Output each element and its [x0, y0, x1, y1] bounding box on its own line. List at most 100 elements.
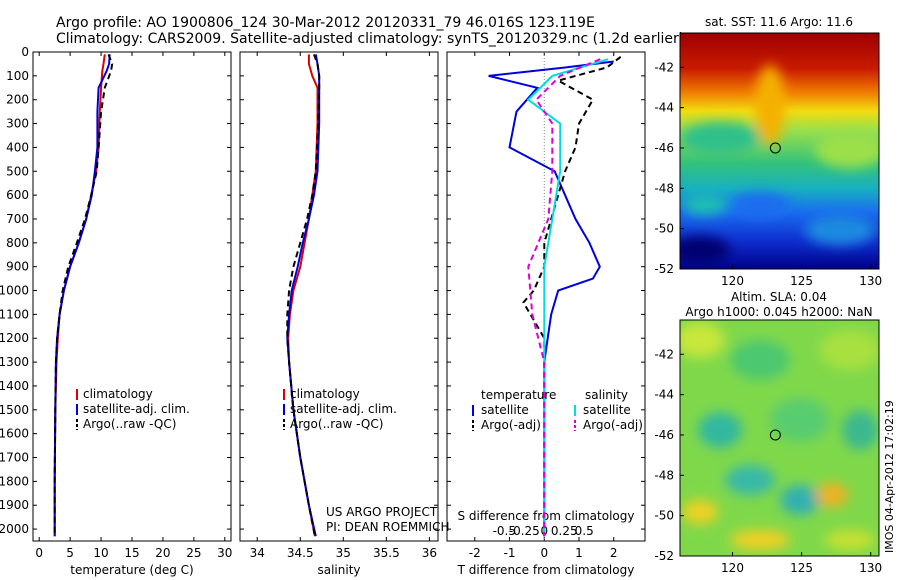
- legend-label: Argo(-adj): [481, 418, 541, 432]
- sst-map-title: sat. SST: 11.6 Argo: 11.6: [705, 15, 853, 29]
- secondary-axis-label: S difference from climatology: [458, 509, 635, 523]
- map-x-tick-label: 130: [859, 274, 882, 288]
- x-axis-label: temperature (deg C): [70, 563, 193, 577]
- map-y-tick-label: -48: [654, 181, 674, 195]
- plot-frame: [446, 51, 646, 542]
- x-axis-label: salinity: [317, 563, 360, 577]
- sst-argo-location-marker: [769, 142, 781, 154]
- legend-label: Argo(..raw -QC): [83, 417, 176, 431]
- map-y-tick-label: -42: [654, 60, 674, 74]
- figure-title-line2: Climatology: CARS2009. Satellite-adjuste…: [56, 31, 684, 47]
- x-tick-label: 30: [217, 546, 232, 560]
- map-x-tick-label: 120: [721, 561, 744, 575]
- legend-label: climatology: [83, 387, 153, 401]
- figure-title-line1: Argo profile: AO 1900806_124 30-Mar-2012…: [56, 15, 595, 31]
- x-tick-label: 0: [540, 546, 548, 560]
- legend-label: satellite-adj. clim.: [290, 402, 397, 416]
- legend-label: Argo(-adj): [583, 418, 643, 432]
- map-y-tick-label: -52: [654, 549, 674, 563]
- legend-title-temperature: temperature: [481, 388, 556, 402]
- y-tick-label: 1700: [0, 451, 29, 465]
- difference-panel: -2 -1 0 1 2 T difference from climatology -0.5…: [446, 51, 646, 577]
- map-y-tick-label: -46: [654, 428, 674, 442]
- y-tick-label: 1900: [0, 498, 29, 512]
- map-y-tick-label: -46: [654, 141, 674, 155]
- x-axis-label: T difference from climatology: [457, 563, 635, 577]
- legend-label: Argo(..raw -QC): [290, 417, 383, 431]
- sla-argo-location-marker: [769, 429, 781, 441]
- map-y-tick-label: -42: [654, 347, 674, 361]
- map-y-tick-label: -44: [654, 101, 674, 115]
- legend-label: climatology: [290, 387, 360, 401]
- y-tick-label: 700: [6, 212, 29, 226]
- series-line-temperature-satellite: [488, 60, 614, 537]
- y-tick-label: 300: [6, 117, 29, 131]
- x-tick-label: 15: [124, 546, 139, 560]
- x-tick-label: 2: [610, 546, 618, 560]
- map-y-tick-label: -52: [654, 262, 674, 276]
- series-line-salinity-argo-adj-: [527, 58, 601, 537]
- x-tick-label: 35: [336, 546, 351, 560]
- map-x-tick-label: 125: [790, 274, 813, 288]
- legend-label: satellite: [481, 403, 529, 417]
- y-tick-label: 500: [6, 164, 29, 178]
- legend-title-salinity: salinity: [585, 388, 628, 402]
- map-x-tick-label: 125: [790, 561, 813, 575]
- x-tick-label: 34: [250, 546, 265, 560]
- temperature-panel: 0100200300400500600700800900100011001200…: [0, 45, 232, 577]
- x-tick-label: 20: [155, 546, 170, 560]
- x-tick-label: -2: [469, 546, 481, 560]
- series-line-argo-raw-qc-: [286, 54, 321, 537]
- y-tick-label: 200: [6, 93, 29, 107]
- x-tick-label: 1: [575, 546, 583, 560]
- map-y-tick-label: -44: [654, 388, 674, 402]
- y-tick-label: 1800: [0, 474, 29, 488]
- y-tick-label: 800: [6, 236, 29, 250]
- x-tick-label: 36: [422, 546, 437, 560]
- legend-label: satellite-adj. clim.: [83, 402, 190, 416]
- y-tick-label: 2000: [0, 522, 29, 536]
- y-tick-label: 600: [6, 188, 29, 202]
- x-tick-label: 34.5: [287, 546, 314, 560]
- y-tick-label: 1200: [0, 331, 29, 345]
- pi-label: PI: DEAN ROEMMICH: [326, 520, 449, 534]
- sst-map: sat. SST: 11.6 Argo: 11.6 120 125 130 -42 -4…: [654, 15, 882, 288]
- map-y-tick-label: -48: [654, 468, 674, 482]
- sla-map-subtitle: Argo h1000: 0.045 h2000: NaN: [685, 305, 872, 319]
- y-tick-label: 100: [6, 69, 29, 83]
- y-tick-label: 1300: [0, 355, 29, 369]
- sla-heatmap-image: [680, 320, 879, 556]
- y-tick-label: 1500: [0, 403, 29, 417]
- x-top-tick-label: 0.25: [551, 524, 578, 538]
- y-tick-label: 1400: [0, 379, 29, 393]
- x-tick-label: 10: [93, 546, 108, 560]
- y-tick-label: 0: [21, 45, 29, 59]
- y-tick-label: 900: [6, 260, 29, 274]
- map-x-tick-label: 130: [859, 561, 882, 575]
- series-line-argo-raw-qc-: [53, 54, 114, 537]
- y-tick-label: 1600: [0, 427, 29, 441]
- x-tick-label: -1: [504, 546, 516, 560]
- x-top-tick-label: 0.5: [575, 524, 594, 538]
- legend-label: satellite: [583, 403, 631, 417]
- x-tick-label: 5: [66, 546, 74, 560]
- salinity-panel: 34 34.5 35 35.5 36 salinity climatologysatelli…: [239, 51, 439, 577]
- sst-heatmap-image: [680, 33, 879, 269]
- plot-frame: [32, 51, 232, 542]
- x-tick-label: 35.5: [373, 546, 400, 560]
- plot-frame: [239, 51, 439, 542]
- project-label: US ARGO PROJECT: [326, 505, 438, 519]
- map-y-tick-label: -50: [654, 222, 674, 236]
- map-y-tick-label: -50: [654, 509, 674, 523]
- y-tick-label: 1100: [0, 307, 29, 321]
- imos-timestamp: IMOS 04-Apr-2012 17:02:19: [883, 400, 896, 553]
- x-tick-label: 25: [186, 546, 201, 560]
- sla-map: Altim. SLA: 0.04 Argo h1000: 0.045 h2000…: [654, 290, 882, 575]
- y-tick-label: 1000: [0, 284, 29, 298]
- sla-map-title: Altim. SLA: 0.04: [731, 290, 827, 304]
- y-tick-label: 400: [6, 140, 29, 154]
- x-tick-label: 0: [35, 546, 43, 560]
- x-top-tick-label: -0.25: [509, 524, 540, 538]
- map-x-tick-label: 120: [721, 274, 744, 288]
